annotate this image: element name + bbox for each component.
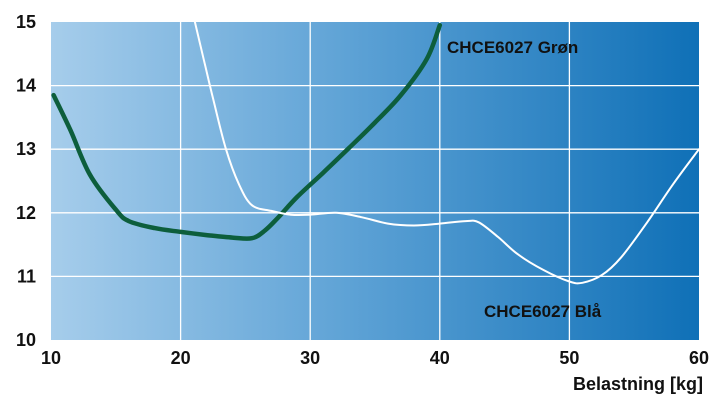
x-tick-label: 60 (689, 348, 709, 368)
y-tick-label: 11 (17, 266, 36, 286)
series-label-bla: CHCE6027 Blå (484, 302, 602, 321)
y-tick-label: 12 (16, 203, 36, 223)
gridlines (51, 22, 699, 340)
y-tick-label: 14 (16, 76, 36, 96)
x-axis-label: Belastning [kg] (573, 374, 703, 394)
series-label-gron: CHCE6027 Grøn (447, 38, 578, 57)
y-tick-label: 10 (16, 330, 36, 350)
x-tick-label: 10 (41, 348, 61, 368)
x-tick-label: 20 (171, 348, 191, 368)
y-tick-label: 13 (16, 139, 36, 159)
x-tick-label: 30 (300, 348, 320, 368)
x-tick-label: 50 (559, 348, 579, 368)
series-line-gron (51, 22, 443, 241)
series-layer (51, 21, 700, 285)
y-tick-label: 15 (16, 12, 36, 32)
series-line-bla (193, 21, 700, 285)
x-tick-label: 40 (430, 348, 450, 368)
plot-background (51, 22, 699, 340)
tick-labels: 10 20 30 40 50 60 10 11 12 13 14 15 (16, 12, 709, 368)
